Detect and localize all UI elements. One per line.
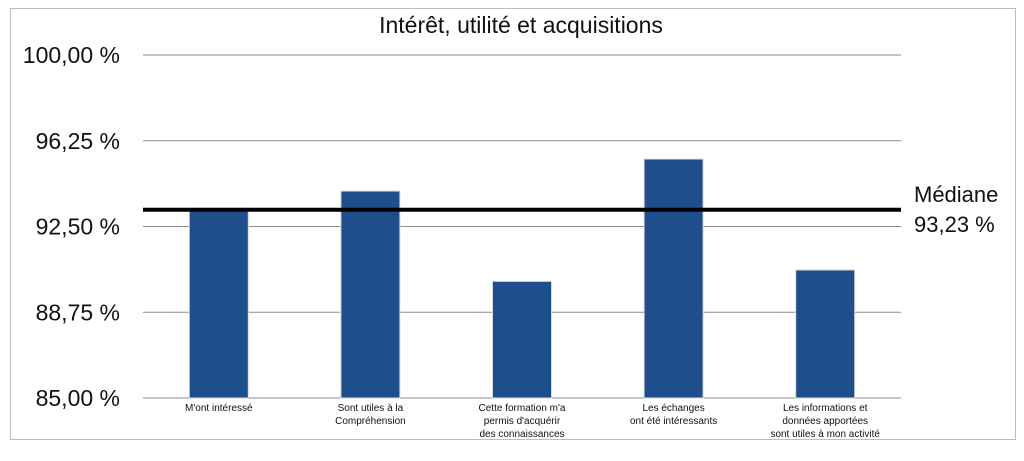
median-value-label: 93,23 % [914, 212, 995, 237]
x-axis-labels: M'ont intéressé Sont utiles à la Compréhen… [185, 403, 880, 440]
bar [795, 269, 856, 399]
x-tick-line: Compréhension [335, 416, 406, 427]
bar [643, 158, 704, 399]
bar [188, 207, 249, 399]
y-tick-label: 88,75 % [36, 299, 120, 325]
x-tick-line: Cette formation m'a [479, 403, 566, 414]
bar [340, 190, 401, 399]
x-tick-line: des connaissances [479, 429, 564, 440]
x-tick-line: données apportées [782, 416, 868, 427]
x-tick-line: Les informations et [783, 403, 868, 414]
median-group: Médiane 93,23 % [143, 182, 998, 237]
x-tick-line: Les échanges [642, 403, 704, 414]
median-label: Médiane [914, 182, 998, 207]
x-tick-label: Les échanges ont été intéressants [630, 403, 717, 427]
x-tick-label: Sont utiles à la Compréhension [335, 403, 406, 427]
x-tick-label: Les informations et données apportées sont… [770, 403, 880, 440]
y-tick-label: 92,50 % [36, 214, 120, 240]
x-tick-line: Sont utiles à la [338, 403, 404, 414]
x-tick-label: Cette formation m'a permis d'acquérir des … [479, 403, 566, 440]
x-tick-line: ont été intéressants [630, 416, 717, 427]
x-tick-line: M'ont intéressé [185, 403, 253, 414]
x-tick-line: permis d'acquérir [484, 416, 561, 427]
chart-title: Intérêt, utilité et acquisitions [379, 12, 663, 38]
y-axis-ticks: 85,00 % 88,75 % 92,50 % 96,25 % 100,00 % [23, 42, 120, 411]
x-tick-label: M'ont intéressé [185, 403, 253, 414]
chart-frame [10, 8, 1016, 440]
y-tick-label: 100,00 % [23, 42, 120, 68]
y-tick-label: 85,00 % [36, 385, 120, 411]
y-tick-label: 96,25 % [36, 128, 120, 154]
grid-lines [143, 54, 901, 399]
bars [188, 158, 856, 399]
bar [492, 280, 552, 399]
x-tick-line: sont utiles à mon activité [770, 429, 880, 440]
